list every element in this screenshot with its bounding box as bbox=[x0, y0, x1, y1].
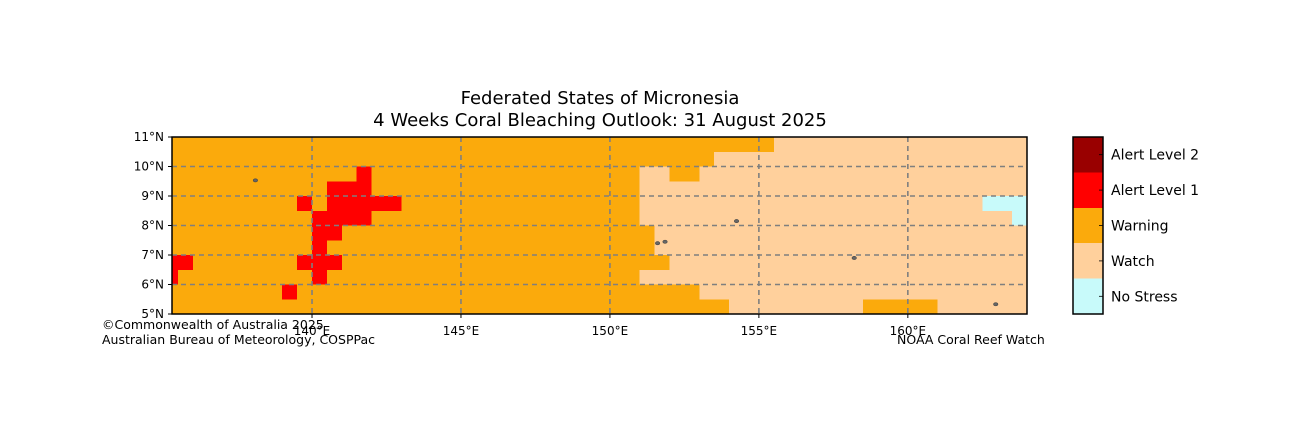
warning-region bbox=[669, 166, 700, 182]
alert-level-1-region bbox=[356, 166, 372, 182]
legend-frame bbox=[1072, 136, 1104, 315]
credit-agency: Australian Bureau of Meteorology, COSPPa… bbox=[102, 332, 375, 347]
lat-tick-label: 7°N bbox=[141, 248, 164, 262]
watch-region bbox=[639, 166, 1027, 314]
legend-label: No Stress bbox=[1111, 289, 1178, 305]
legend-swatch-warning bbox=[1073, 207, 1103, 244]
legend: Alert Level 2 Alert Level 1 Warning Watch No… bbox=[1072, 136, 1199, 315]
pohnpei-island bbox=[851, 256, 857, 260]
legend-swatch-no-stress bbox=[1073, 278, 1103, 314]
alert-level-1-region bbox=[172, 255, 178, 285]
alert-level-1-region bbox=[312, 269, 327, 285]
warning-region bbox=[639, 225, 655, 255]
axis-ticks: 140°E 145°E 150°E 155°E 160°E 5°N 6°N 7°N 8°N 9°N… bbox=[134, 130, 926, 338]
legend-swatch-watch bbox=[1073, 243, 1103, 279]
alert-level-1-region bbox=[312, 240, 327, 255]
warning-region bbox=[639, 255, 670, 270]
alert-level-1-region bbox=[312, 225, 342, 241]
credit-copyright: ©Commonwealth of Australia 2025 bbox=[102, 317, 324, 332]
legend-label: Alert Level 2 bbox=[1111, 148, 1199, 164]
legend-label: Warning bbox=[1111, 219, 1169, 235]
gridlines bbox=[172, 137, 1027, 314]
alert-level-1-region bbox=[177, 255, 193, 270]
lon-tick-label: 160°E bbox=[890, 324, 927, 338]
lat-tick-label: 11°N bbox=[134, 130, 164, 144]
pohnpei-outer-island bbox=[734, 219, 740, 223]
watch-region bbox=[773, 137, 1027, 152]
credit-noaa: NOAA Coral Reef Watch bbox=[897, 332, 1045, 347]
lon-tick-label: 155°E bbox=[741, 324, 778, 338]
no-stress-region bbox=[982, 196, 1027, 211]
legend-swatch-alert-level-2 bbox=[1073, 137, 1103, 173]
alert-level-1-region bbox=[326, 196, 402, 211]
lat-tick-label: 8°N bbox=[141, 219, 164, 233]
alert-level-1-region bbox=[297, 255, 342, 270]
alert-level-1-region bbox=[297, 196, 313, 211]
lon-tick-label: 150°E bbox=[592, 324, 629, 338]
legend-swatch-alert-level-1 bbox=[1073, 172, 1103, 208]
map-subtitle: 4 Weeks Coral Bleaching Outlook: 31 Augu… bbox=[373, 110, 827, 131]
lon-tick-label: 140°E bbox=[294, 324, 331, 338]
alert-level-1-region bbox=[312, 210, 372, 226]
credit-bom: ©Commonwealth of Australia 2025 Australi… bbox=[102, 317, 375, 347]
alert-level-1-region bbox=[282, 284, 298, 300]
lat-tick-label: 6°N bbox=[141, 278, 164, 292]
no-stress-region bbox=[1012, 210, 1027, 226]
legend-label: Watch bbox=[1111, 254, 1155, 270]
kosrae-island bbox=[993, 302, 999, 307]
legend-label: Alert Level 1 bbox=[1111, 183, 1199, 199]
warning-region bbox=[639, 299, 730, 314]
yap-island bbox=[252, 178, 258, 183]
lat-tick-label: 10°N bbox=[134, 160, 164, 174]
chuuk-island-a bbox=[655, 241, 661, 246]
islands bbox=[252, 178, 999, 307]
watch-region bbox=[714, 151, 1027, 167]
lon-tick-label: 145°E bbox=[443, 324, 480, 338]
alert-level-1-region bbox=[326, 181, 372, 196]
chuuk-island-b bbox=[662, 239, 668, 244]
map-title: Federated States of Micronesia bbox=[460, 88, 740, 109]
warning-region bbox=[863, 299, 938, 314]
warning-region bbox=[639, 284, 700, 300]
lat-tick-label: 5°N bbox=[141, 307, 164, 321]
lat-tick-label: 9°N bbox=[141, 189, 164, 203]
